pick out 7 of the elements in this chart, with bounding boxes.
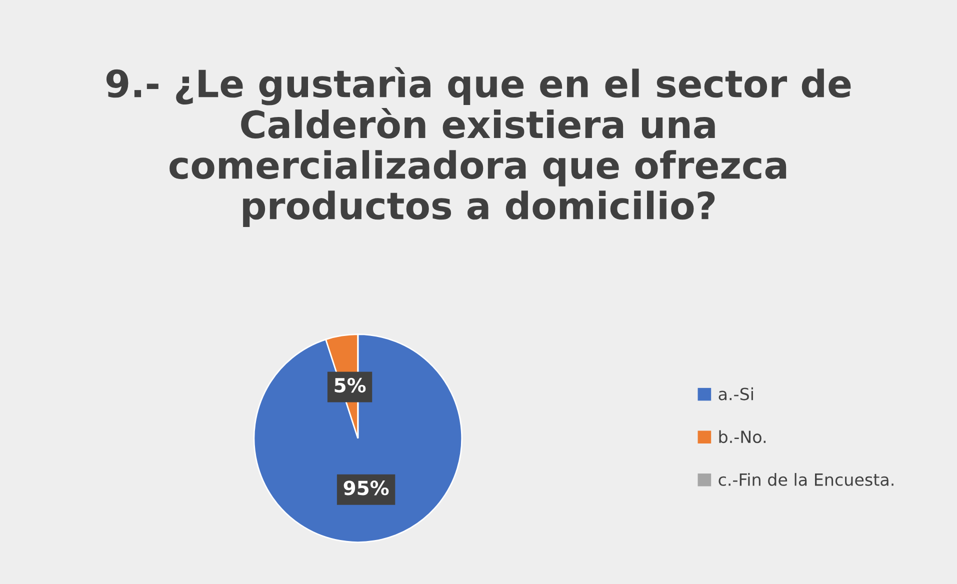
data-label: 5% bbox=[334, 378, 366, 393]
legend-label: c.-Fin de la Encuesta. bbox=[718, 473, 894, 486]
pie-slice bbox=[253, 334, 463, 543]
data-label: 95% bbox=[344, 480, 389, 496]
legend-label: a.-Si bbox=[718, 387, 753, 400]
legend-label: b.-No. bbox=[719, 430, 766, 444]
chart-title: 9.- ¿Le gustarìa que en el sector de Calderòn existiera una comercializadora que ofrezca productos a domicilio? bbox=[106, 67, 851, 227]
